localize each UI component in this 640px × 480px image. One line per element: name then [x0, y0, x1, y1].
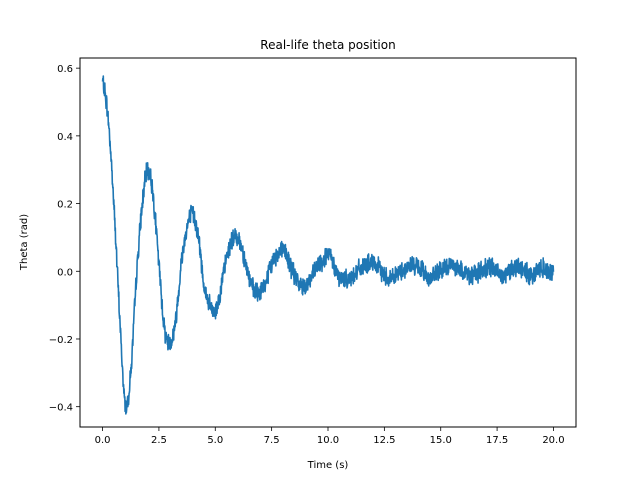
x-tick-label: 2.5	[151, 435, 167, 446]
y-tick-label: −0.2	[49, 335, 73, 346]
x-tick-label: 12.5	[373, 435, 395, 446]
y-tick-label: 0.4	[57, 132, 73, 143]
chart-title: Real-life theta position	[260, 38, 395, 52]
y-axis-label: Theta (rad)	[19, 214, 30, 271]
x-tick-label: 7.5	[264, 435, 280, 446]
x-tick-label: 17.5	[486, 435, 508, 446]
y-tick-label: 0.6	[57, 64, 73, 75]
x-tick-label: 0.0	[95, 435, 111, 446]
y-tick-label: 0.2	[57, 200, 73, 211]
x-tick-label: 20.0	[542, 435, 564, 446]
x-axis: 0.0 2.5 5.0 7.5 10.0 12.5 15.0 17.5 20.0	[95, 427, 565, 446]
x-tick-label: 5.0	[207, 435, 223, 446]
data-layer	[101, 75, 555, 415]
y-axis: −0.4 −0.2 0.0 0.2 0.4 0.6	[49, 64, 80, 414]
series-line-0	[101, 75, 555, 415]
x-axis-label: Time (s)	[307, 460, 349, 471]
y-tick-label: −0.4	[49, 403, 73, 414]
plot-frame	[79, 57, 577, 428]
x-tick-label: 15.0	[430, 435, 452, 446]
y-tick-label: 0.0	[57, 267, 73, 278]
x-tick-label: 10.0	[317, 435, 339, 446]
